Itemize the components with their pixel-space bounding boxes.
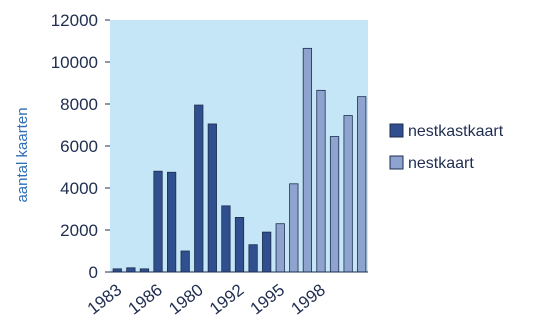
x-tick-label: 1986 <box>124 280 166 318</box>
bars <box>112 47 367 273</box>
bar-nestkastkaart <box>234 216 245 273</box>
bar-nestkaart <box>357 96 367 273</box>
y-axis-label: aantal kaarten <box>14 107 31 202</box>
bar-nestkaart <box>302 47 313 273</box>
bar-nestkastkaart <box>126 267 136 273</box>
x-tick-label: 1995 <box>247 280 289 318</box>
y-tick-label: 0 <box>89 263 98 282</box>
y-axis-ticks: 0 2000 4000 6000 8000 10000 12000 <box>51 11 110 282</box>
bar-nestkastkaart <box>221 205 231 273</box>
y-tick-label: 2000 <box>60 221 98 240</box>
bar-nestkastkaart <box>180 250 190 273</box>
bar-nestkaart <box>289 183 299 273</box>
bar-nestkaart <box>316 89 326 273</box>
bar-nestkastkaart <box>207 123 217 273</box>
bar-nestkastkaart <box>153 170 163 273</box>
y-tick-label: 6000 <box>60 137 98 156</box>
x-tick-label: 1983 <box>84 280 126 318</box>
legend-label-nestkastkaart: nestkastkaart <box>408 123 504 140</box>
legend-label-nestkaart: nestkaart <box>408 155 474 172</box>
bar-nestkaart <box>343 115 353 273</box>
bar-nestkastkaart <box>248 244 258 273</box>
y-tick-label: 4000 <box>60 179 98 198</box>
y-tick-label: 8000 <box>60 95 98 114</box>
y-tick-label: 12000 <box>51 11 98 30</box>
legend-swatch-nestkaart <box>389 155 404 170</box>
x-tick-label: 1980 <box>165 280 207 318</box>
y-tick-label: 10000 <box>51 53 98 72</box>
bar-nestkaart <box>275 223 285 273</box>
x-axis-ticks: 1983 1986 1980 1992 1995 1998 <box>84 280 329 318</box>
legend: nestkastkaart nestkaart <box>389 123 504 172</box>
x-tick-label: 1992 <box>206 280 248 318</box>
legend-swatch-nestkastkaart <box>389 123 404 138</box>
bar-nestkastkaart <box>262 231 272 273</box>
x-tick-label: 1998 <box>287 280 329 318</box>
bar-nestkaart <box>329 136 340 273</box>
bar-nestkastkaart <box>194 104 204 273</box>
bar-nestkastkaart <box>166 171 177 273</box>
